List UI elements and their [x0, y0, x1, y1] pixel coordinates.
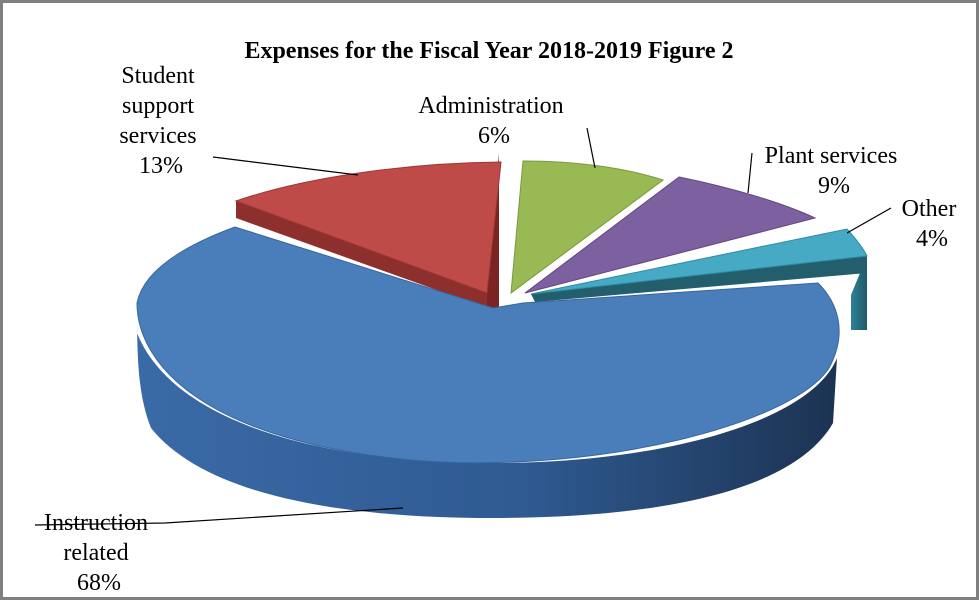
- label-instruction-related: Instruction related 68%: [44, 510, 154, 596]
- label-student-support-services: Student support services 13%: [119, 63, 202, 179]
- slice-other: [530, 228, 868, 295]
- leader-line-instruction-related: [34, 507, 404, 526]
- label-other: Other 4%: [902, 196, 963, 252]
- slice-student-support-services: [234, 161, 502, 294]
- leader-line-administration: [586, 127, 596, 169]
- slice-side-other: [851, 256, 867, 330]
- label-administration: Administration 6%: [418, 93, 569, 149]
- slice-instruction-related: [136, 226, 840, 464]
- leader-line-student-support-services: [212, 156, 359, 176]
- slice-administration: [510, 160, 665, 295]
- leader-line-plant-services: [747, 152, 753, 194]
- slice-side-other-front: [531, 256, 867, 302]
- chart-title: Expenses for the Fiscal Year 2018-2019 F…: [244, 38, 733, 64]
- slice-side-student-support-services: [236, 201, 487, 308]
- leader-line-other: [846, 207, 892, 234]
- pie-chart: Expenses for the Fiscal Year 2018-2019 F…: [34, 38, 963, 596]
- slice-side-instruction-related: [137, 293, 837, 518]
- slice-plant-services: [524, 176, 817, 294]
- label-plant-services: Plant services 9%: [765, 143, 904, 199]
